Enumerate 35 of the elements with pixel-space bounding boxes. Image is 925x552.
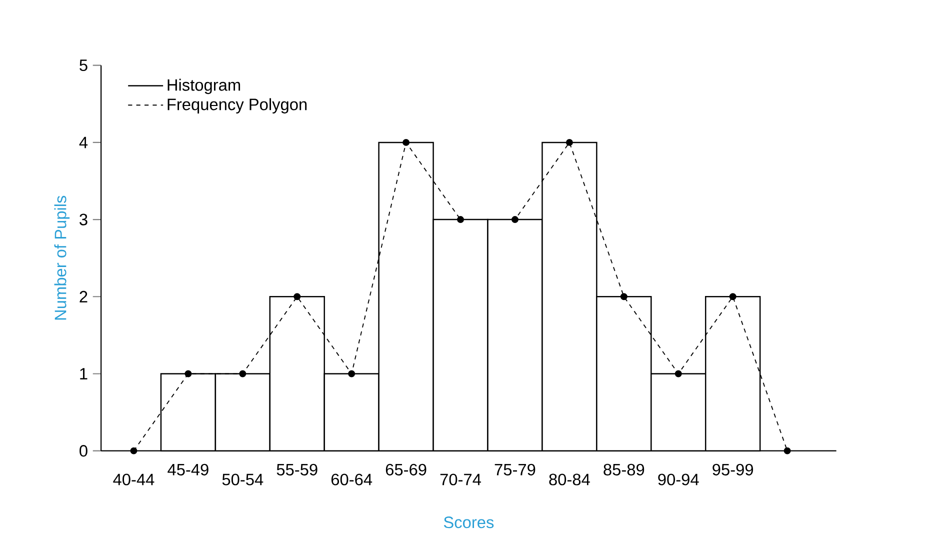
y-tick-label: 1 xyxy=(80,368,88,380)
point xyxy=(457,216,464,224)
point xyxy=(184,370,192,378)
x-tick-label: 75-79 xyxy=(494,464,536,476)
point xyxy=(294,293,301,300)
y-axis-title: Number of Pupils xyxy=(54,196,70,320)
point xyxy=(348,370,356,378)
legend-label: Frequency Polygon xyxy=(168,98,307,114)
y-tick-label: 5 xyxy=(80,60,88,72)
point xyxy=(239,370,246,378)
legend-label: Histogram xyxy=(168,78,240,94)
point xyxy=(512,216,518,224)
y-tick-label: 2 xyxy=(80,290,88,302)
point xyxy=(130,447,138,454)
x-tick-label: 80-84 xyxy=(549,474,590,486)
x-tick-label: 55-59 xyxy=(276,464,318,476)
x-tick-label: 40-44 xyxy=(113,474,154,486)
point xyxy=(674,370,682,378)
point xyxy=(729,293,736,300)
x-tick-label: 45-49 xyxy=(168,464,208,476)
y-tick-label: 3 xyxy=(80,214,88,226)
x-tick-label: 95-99 xyxy=(712,464,754,476)
point xyxy=(620,293,628,300)
x-tick-label: 90-94 xyxy=(658,474,699,486)
x-tick-label: 85-89 xyxy=(604,464,644,476)
x-tick-label: 70-74 xyxy=(440,474,481,486)
x-axis-title: Scores xyxy=(444,516,494,528)
point xyxy=(566,139,573,146)
x-tick-label: 60-64 xyxy=(331,474,372,486)
point xyxy=(784,447,791,454)
y-tick-label: 4 xyxy=(79,136,88,148)
y-tick-label: 0 xyxy=(80,445,88,457)
x-tick-label: 65-69 xyxy=(386,464,426,476)
x-tick-label: 50-54 xyxy=(222,474,264,486)
point xyxy=(402,139,410,146)
